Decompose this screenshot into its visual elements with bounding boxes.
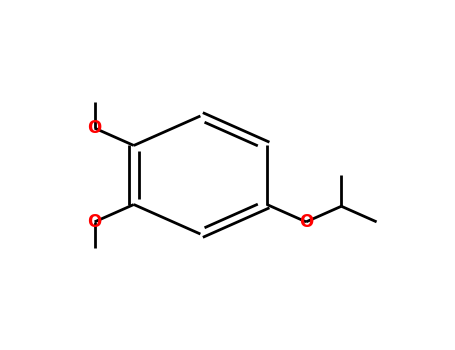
Text: O: O bbox=[299, 213, 313, 231]
Text: O: O bbox=[87, 213, 102, 231]
Text: O: O bbox=[87, 119, 102, 137]
